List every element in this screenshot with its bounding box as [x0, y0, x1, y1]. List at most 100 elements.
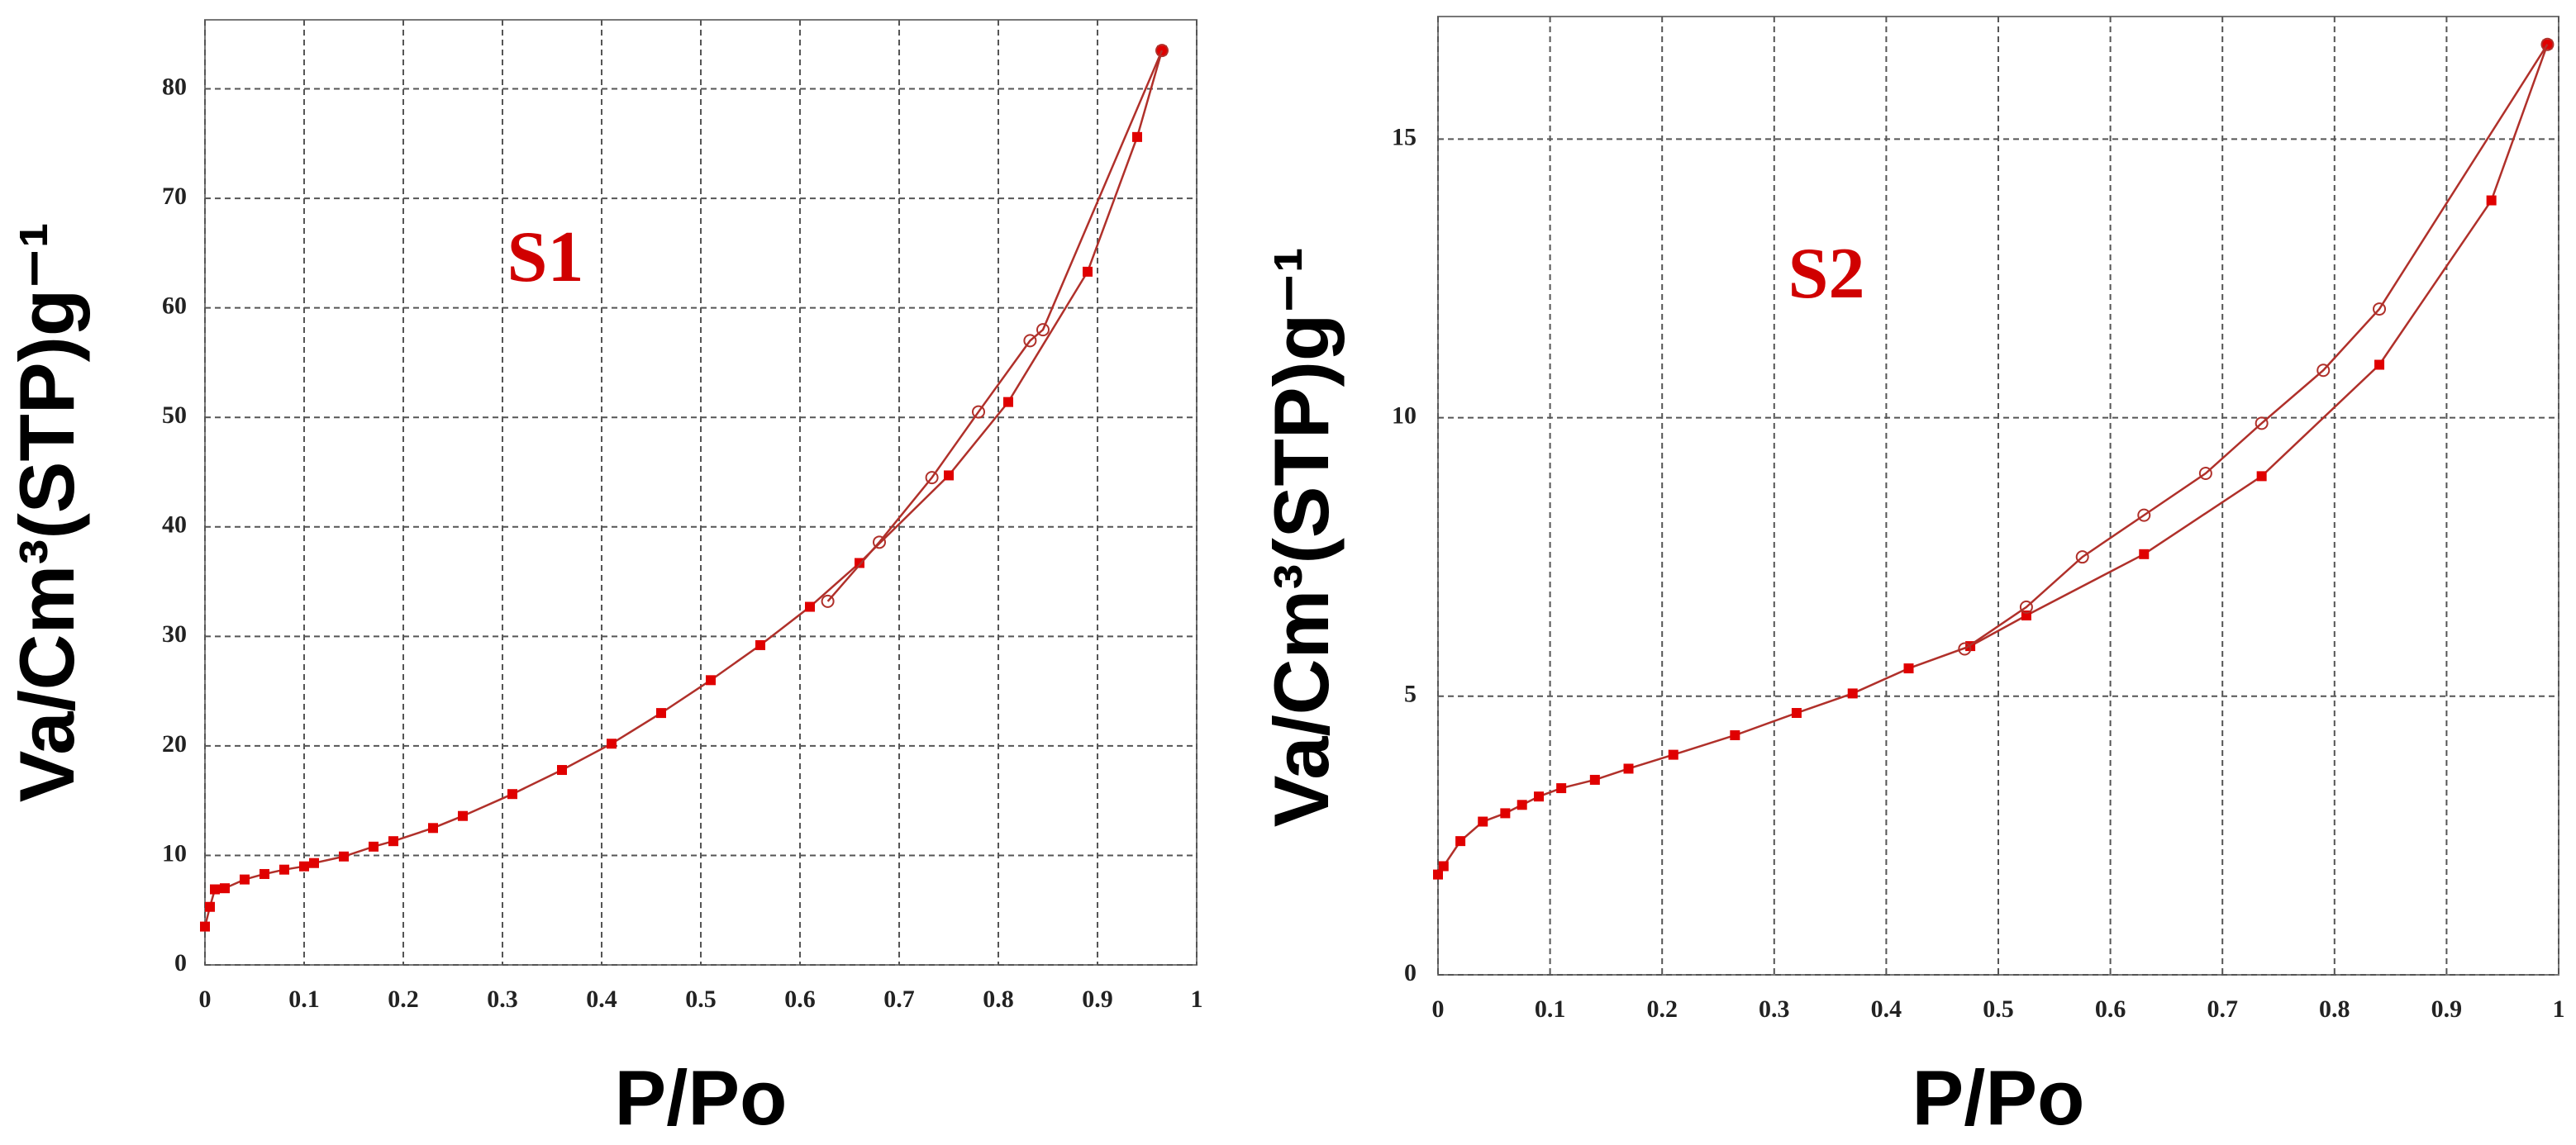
- x-tick-label: 0.1: [1535, 995, 1566, 1023]
- data-point: [369, 841, 379, 852]
- data-point: [656, 708, 666, 719]
- y-tick-label: 10: [1392, 401, 1417, 429]
- y-tick-label: 20: [162, 730, 187, 758]
- y-tick-label: 80: [162, 73, 187, 100]
- data-point: [607, 739, 617, 749]
- data-point: [210, 884, 220, 895]
- data-point: [507, 789, 517, 800]
- data-point: [299, 861, 309, 872]
- data-point: [821, 594, 835, 608]
- data-point: [1668, 749, 1678, 760]
- data-point: [1155, 44, 1169, 58]
- data-point: [1132, 131, 1142, 142]
- data-point: [1903, 663, 1914, 674]
- data-point: [458, 810, 468, 821]
- series-line: [826, 50, 1164, 602]
- data-point: [557, 765, 567, 776]
- data-point: [1791, 708, 1802, 719]
- y-tick-label: 0: [174, 949, 187, 976]
- data-point: [1847, 688, 1858, 699]
- data-point: [925, 471, 939, 485]
- data-point: [200, 921, 210, 932]
- x-tick-label: 1: [1191, 986, 1203, 1013]
- x-tick-label: 0.9: [1082, 986, 1113, 1013]
- x-tick-label: 0.3: [1759, 995, 1790, 1023]
- data-point: [2540, 37, 2555, 51]
- x-axis-label: P/Po: [615, 1054, 788, 1141]
- x-tick-label: 1: [2553, 995, 2565, 1023]
- data-point: [2486, 195, 2497, 206]
- data-point: [388, 836, 398, 847]
- data-point: [220, 883, 230, 894]
- x-tick-label: 0.5: [685, 986, 717, 1013]
- x-tick-label: 0.7: [883, 986, 915, 1013]
- x-tick-label: 0.2: [388, 986, 419, 1013]
- y-tick-label: 10: [162, 839, 187, 867]
- data-point: [1623, 763, 1634, 774]
- x-tick-label: 0.6: [2095, 995, 2126, 1023]
- data-point: [855, 558, 864, 568]
- data-point: [279, 864, 289, 875]
- data-point: [1433, 869, 1443, 880]
- data-point: [2255, 416, 2269, 430]
- x-tick-label: 0.2: [1646, 995, 1678, 1023]
- annotation: S1: [507, 217, 584, 297]
- data-point: [873, 535, 886, 549]
- x-tick-label: 0.4: [1871, 995, 1902, 1023]
- y-tick-label: 50: [162, 401, 187, 429]
- data-point: [309, 858, 319, 868]
- data-point: [260, 868, 269, 879]
- data-point: [1730, 730, 1740, 740]
- data-point: [1023, 334, 1037, 348]
- y-tick-label: 5: [1404, 681, 1417, 708]
- data-point: [1589, 774, 1600, 785]
- data-point: [240, 874, 250, 885]
- series-line: [1964, 44, 2549, 650]
- x-tick-label: 0.6: [784, 986, 816, 1013]
- data-point: [2075, 550, 2089, 564]
- data-point: [1534, 791, 1545, 802]
- data-point: [2019, 600, 2033, 614]
- x-tick-label: 0.3: [487, 986, 518, 1013]
- data-point: [205, 901, 215, 912]
- y-axis-label: Va/Cm³(STP)g⁻¹: [3, 222, 90, 802]
- data-point: [755, 639, 765, 650]
- x-axis-label: P/Po: [1912, 1054, 2085, 1141]
- data-point: [2374, 359, 2385, 370]
- data-point: [1500, 808, 1511, 819]
- data-point: [2316, 363, 2331, 378]
- data-point: [972, 405, 985, 419]
- data-point: [339, 851, 349, 862]
- data-point: [1478, 816, 1488, 827]
- data-point: [1517, 800, 1527, 810]
- data-point: [1556, 783, 1567, 794]
- y-tick-label: 30: [162, 620, 187, 648]
- y-tick-label: 15: [1392, 123, 1417, 150]
- y-axis-label: Va/Cm³(STP)g⁻¹: [1258, 247, 1345, 827]
- data-point: [1455, 836, 1466, 847]
- y-tick-label: 0: [1404, 959, 1417, 986]
- data-point: [944, 470, 954, 481]
- y-tick-label: 70: [162, 183, 187, 210]
- series-line: [1436, 44, 2549, 876]
- data-point: [1438, 861, 1449, 872]
- data-point: [1036, 323, 1050, 337]
- data-point: [2139, 549, 2150, 559]
- data-point: [2373, 302, 2387, 316]
- x-tick-label: 0.9: [2431, 995, 2463, 1023]
- data-point: [2198, 467, 2212, 481]
- data-point: [2137, 508, 2151, 522]
- x-tick-label: 0.1: [288, 986, 320, 1013]
- data-point: [1003, 397, 1013, 407]
- x-tick-label: 0.8: [983, 986, 1014, 1013]
- data-point: [428, 823, 438, 834]
- data-point: [805, 601, 815, 612]
- x-tick-label: 0: [199, 986, 212, 1013]
- data-point: [706, 675, 716, 686]
- y-tick-label: 40: [162, 511, 187, 539]
- x-tick-label: 0.7: [2207, 995, 2238, 1023]
- annotation: S2: [1788, 234, 1865, 314]
